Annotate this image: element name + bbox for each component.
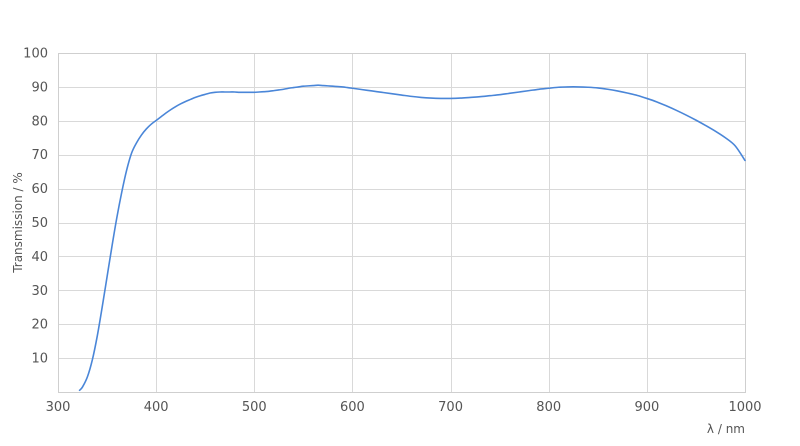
- x-tick-label: 900: [634, 400, 659, 415]
- x-tick-label: 400: [144, 400, 169, 415]
- x-axis-title: λ / nm: [707, 422, 745, 436]
- x-tick-label: 800: [536, 400, 561, 415]
- y-axis-tick-labels: 10 20 30 40 50 60 70 80 90 100: [23, 47, 48, 367]
- y-tick-label: 80: [31, 114, 48, 129]
- y-tick-label: 70: [31, 148, 48, 163]
- x-tick-label: 700: [438, 400, 463, 415]
- x-tick-label: 600: [340, 400, 365, 415]
- x-tick-label: 500: [242, 400, 267, 415]
- x-tick-label: 300: [46, 400, 71, 415]
- plot-area-border: [58, 53, 746, 393]
- y-tick-label: 20: [31, 318, 48, 333]
- y-tick-label: 50: [31, 216, 48, 231]
- y-tick-label: 10: [31, 352, 48, 367]
- y-tick-label: 30: [31, 284, 48, 299]
- y-tick-label: 40: [31, 250, 48, 265]
- y-tick-label: 90: [31, 80, 48, 95]
- x-axis-tick-labels: 300 400 500 600 700 800 900 1000: [46, 400, 762, 415]
- x-tick-label: 1000: [728, 400, 761, 415]
- series-line-1: [78, 84, 746, 392]
- y-tick-label: 60: [31, 182, 48, 197]
- gridlines: [58, 53, 745, 392]
- y-tick-label: 100: [23, 47, 48, 62]
- y-axis-title: Transmission / %: [11, 172, 25, 274]
